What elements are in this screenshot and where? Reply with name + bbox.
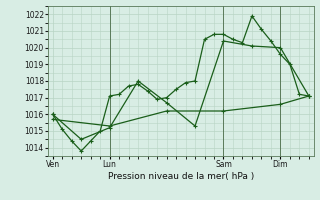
X-axis label: Pression niveau de la mer( hPa ): Pression niveau de la mer( hPa ) [108,172,254,181]
